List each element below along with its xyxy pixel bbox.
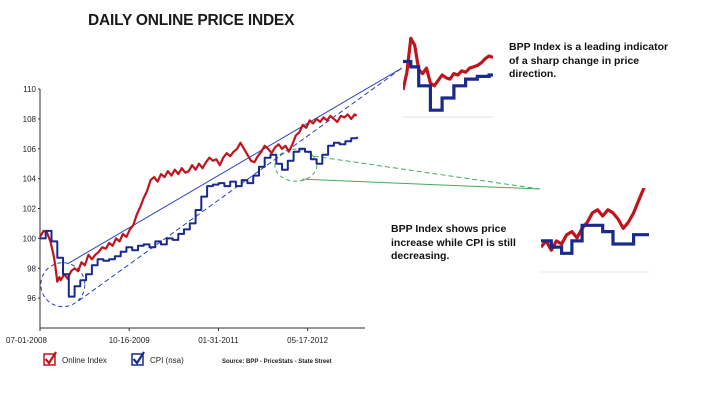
y-tick-label: 96 <box>27 294 36 303</box>
series-line-cpi <box>40 136 358 298</box>
inset-zoom-2012 <box>541 188 649 273</box>
y-tick-label: 106 <box>23 145 37 154</box>
chart-title: DAILY ONLINE PRICE INDEX <box>88 12 295 29</box>
x-tick-label: 05-17-2012 <box>287 336 328 345</box>
connector-line-green-dashed <box>313 155 541 190</box>
y-tick-label: 104 <box>23 175 37 184</box>
connector-line-green-solid <box>301 178 541 190</box>
zoom-connectors <box>40 67 541 308</box>
check-icon <box>132 351 145 365</box>
legend: Online Index CPI (nsa) <box>43 351 184 366</box>
x-tick-label: 07-01-2008 <box>6 336 47 345</box>
inset-line-cpi <box>541 223 649 255</box>
series-layer <box>39 113 358 298</box>
legend-label-cpi: CPI (nsa) <box>150 356 184 365</box>
y-tick-label: 98 <box>27 264 36 273</box>
inset-line-online-index <box>403 36 493 91</box>
y-tick-label: 110 <box>23 85 36 94</box>
annotation-divergence: BPP Index shows price increase while CPI… <box>391 223 516 262</box>
highlight-circle-2008 <box>40 262 86 308</box>
connector-line-solid <box>67 67 403 265</box>
y-tick-label: 108 <box>23 115 37 124</box>
inset-line-cpi <box>403 59 493 112</box>
source-note: Source: BPP - PriceStats - State Street <box>222 359 332 365</box>
y-tick-labels: 96 98 100 102 104 106 108 110 <box>23 85 40 303</box>
legend-swatch-cpi <box>131 353 144 366</box>
annotation-leading-indicator: BPP Index is a leading indicator of a sh… <box>509 41 669 80</box>
legend-item-cpi: CPI (nsa) <box>131 351 184 366</box>
x-tick-label: 01-31-2011 <box>198 336 239 345</box>
inset-plot <box>541 188 649 255</box>
legend-label-online: Online Index <box>62 356 107 365</box>
legend-item-online-index: Online Index <box>43 351 107 366</box>
x-tick-label: 10-16-2009 <box>109 336 150 345</box>
inset-line-online-index <box>541 188 646 252</box>
highlight-circle-2012 <box>274 148 318 182</box>
connector-line-dashed <box>78 67 403 302</box>
inset-zoom-2008 <box>403 36 493 118</box>
y-tick-label: 100 <box>23 234 37 243</box>
inset-plot <box>403 36 493 112</box>
x-tick-labels: 07-01-2008 10-16-2009 01-31-2011 05-17-2012 <box>6 328 329 345</box>
series-line-online-index <box>39 113 358 283</box>
legend-swatch-online <box>43 353 56 366</box>
check-icon <box>44 351 57 365</box>
y-tick-label: 102 <box>23 205 37 214</box>
